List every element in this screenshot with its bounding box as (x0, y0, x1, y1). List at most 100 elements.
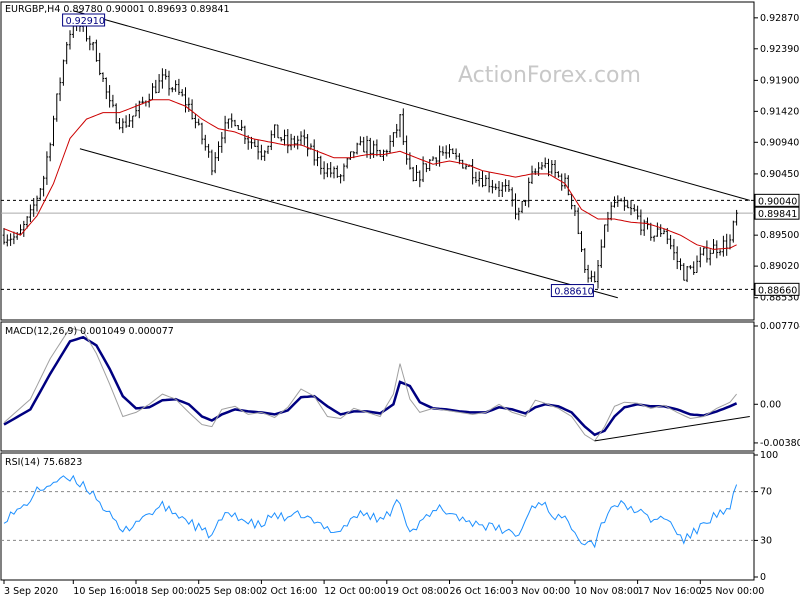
price-candle (167, 70, 171, 96)
macd-y-tick-label: -0.003804 (760, 438, 800, 449)
price-candle (382, 149, 385, 161)
price-candle (415, 164, 418, 181)
price-candle (507, 180, 511, 193)
price-candle (735, 209, 738, 226)
price-candle (210, 149, 214, 176)
price-candle (230, 113, 233, 128)
price-candle (666, 227, 669, 245)
price-candle (355, 142, 359, 155)
price-candle (101, 72, 105, 83)
price-candle (405, 135, 408, 165)
price-candle (494, 183, 497, 191)
price-annotation-box (62, 13, 106, 27)
price-candle (180, 89, 184, 97)
price-candle (227, 118, 230, 129)
price-candle (656, 222, 659, 237)
price-candle (237, 124, 240, 130)
price-candle (441, 146, 445, 156)
price-candle (105, 77, 108, 100)
time-axis-label: 3 Sep 2020 (4, 586, 58, 597)
macd-y-tick-label: 0.007704 (760, 321, 800, 332)
price-candle (319, 155, 323, 175)
price-annotation-box (550, 284, 594, 298)
price-candle (576, 207, 580, 235)
price-candle (108, 85, 111, 108)
price-candle (431, 156, 435, 161)
price-y-tick-label: 0.91900 (760, 75, 799, 86)
price-y-tick-label: 0.89500 (760, 230, 799, 241)
rsi-y-tick-label: 30 (760, 535, 772, 546)
price-candle (708, 249, 712, 266)
time-axis-label: 17 Nov 16:00 (638, 586, 702, 597)
price-candle (312, 139, 316, 166)
price-candle (266, 145, 270, 154)
price-candle (629, 200, 633, 216)
price-candle (213, 152, 217, 174)
price-candle (246, 135, 250, 150)
price-candle (174, 80, 177, 92)
price-candle (718, 249, 722, 256)
price-candle (553, 160, 557, 178)
price-candle (593, 271, 596, 283)
price-candle (276, 124, 280, 139)
price-level-box (754, 193, 800, 207)
price-candle (283, 129, 286, 146)
price-candle (131, 115, 134, 128)
price-candle (633, 204, 636, 212)
price-candle (702, 247, 705, 256)
price-candle (497, 180, 501, 198)
price-candle (712, 238, 715, 254)
price-candle (685, 266, 689, 283)
price-candle (88, 35, 92, 51)
macd-panel: 0.007704 0.00 -0.003804 (3, 321, 800, 449)
rsi-panel-title: RSI(14) 75.6823 (5, 457, 82, 468)
price-y-tick-label: 0.90450 (760, 169, 799, 180)
price-candle (286, 129, 290, 154)
price-candle (32, 197, 35, 217)
time-axis-label: 26 Oct 16:00 (450, 586, 512, 597)
price-candle (197, 118, 200, 126)
price-candle (448, 144, 451, 158)
price-candle (217, 141, 220, 162)
price-candle (336, 165, 339, 178)
price-candle (253, 139, 257, 147)
time-axis-label: 18 Sep 00:00 (136, 586, 199, 597)
price-candle (184, 87, 187, 113)
rsi-panel: 100 70 30 0 (1, 450, 778, 583)
price-candle (164, 69, 167, 80)
macd-main-line (3, 327, 737, 442)
price-candle (19, 224, 22, 235)
price-candle (299, 131, 303, 146)
macd-panel-title: MACD(12,26,9) 0.001049 0.000077 (5, 326, 174, 337)
price-annotation-label: 0.92910 (66, 16, 105, 27)
price-candle (256, 140, 260, 160)
price-candle (68, 30, 72, 50)
price-panel-frame (0, 1, 755, 321)
price-candle (118, 118, 121, 130)
price-candle (2, 228, 6, 245)
price-y-tick-label: 0.88530 (760, 293, 799, 304)
price-candle (659, 224, 662, 237)
price-candle (369, 137, 372, 159)
price-candle (35, 195, 39, 212)
price-candle (520, 200, 524, 214)
price-candle (543, 157, 547, 169)
price-candle (540, 162, 544, 170)
price-candle (388, 135, 392, 154)
time-axis-label: 2 Oct 16:00 (261, 586, 317, 597)
price-candle (487, 172, 491, 193)
rsi-y-tick-label: 100 (760, 450, 778, 461)
price-candle (98, 52, 101, 76)
price-candle (161, 68, 164, 89)
price-candle (114, 103, 118, 124)
price-level-label: 0.88660 (758, 285, 797, 296)
rsi-line (3, 474, 738, 549)
price-candle (190, 99, 194, 120)
price-candle (22, 220, 26, 237)
price-candle (39, 187, 42, 201)
price-candle (52, 115, 55, 147)
price-candle (91, 41, 95, 51)
price-candle (9, 233, 12, 246)
price-candle (471, 158, 474, 185)
current-price-box (754, 206, 800, 220)
